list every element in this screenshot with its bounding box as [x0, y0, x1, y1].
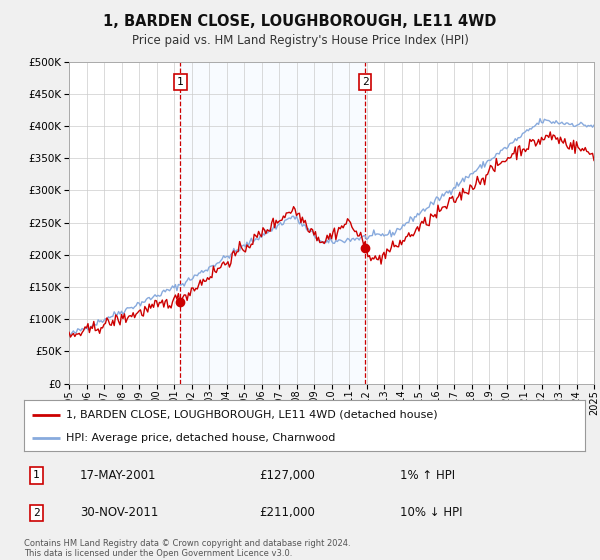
Text: £211,000: £211,000 — [260, 506, 316, 520]
Text: 30-NOV-2011: 30-NOV-2011 — [80, 506, 158, 520]
Text: 1: 1 — [33, 470, 40, 480]
Text: Price paid vs. HM Land Registry's House Price Index (HPI): Price paid vs. HM Land Registry's House … — [131, 34, 469, 46]
Text: £127,000: £127,000 — [260, 469, 316, 482]
Text: This data is licensed under the Open Government Licence v3.0.: This data is licensed under the Open Gov… — [24, 549, 292, 558]
Text: 10% ↓ HPI: 10% ↓ HPI — [400, 506, 463, 520]
Text: HPI: Average price, detached house, Charnwood: HPI: Average price, detached house, Char… — [66, 433, 335, 443]
Text: 1: 1 — [177, 77, 184, 87]
Bar — [181, 62, 365, 384]
Text: 17-MAY-2001: 17-MAY-2001 — [80, 469, 157, 482]
Text: 2: 2 — [362, 77, 368, 87]
Text: 1, BARDEN CLOSE, LOUGHBOROUGH, LE11 4WD (detached house): 1, BARDEN CLOSE, LOUGHBOROUGH, LE11 4WD … — [66, 409, 438, 419]
Text: 1, BARDEN CLOSE, LOUGHBOROUGH, LE11 4WD: 1, BARDEN CLOSE, LOUGHBOROUGH, LE11 4WD — [103, 14, 497, 29]
Text: 2: 2 — [33, 508, 40, 518]
Text: 1% ↑ HPI: 1% ↑ HPI — [400, 469, 455, 482]
Text: Contains HM Land Registry data © Crown copyright and database right 2024.: Contains HM Land Registry data © Crown c… — [24, 539, 350, 548]
